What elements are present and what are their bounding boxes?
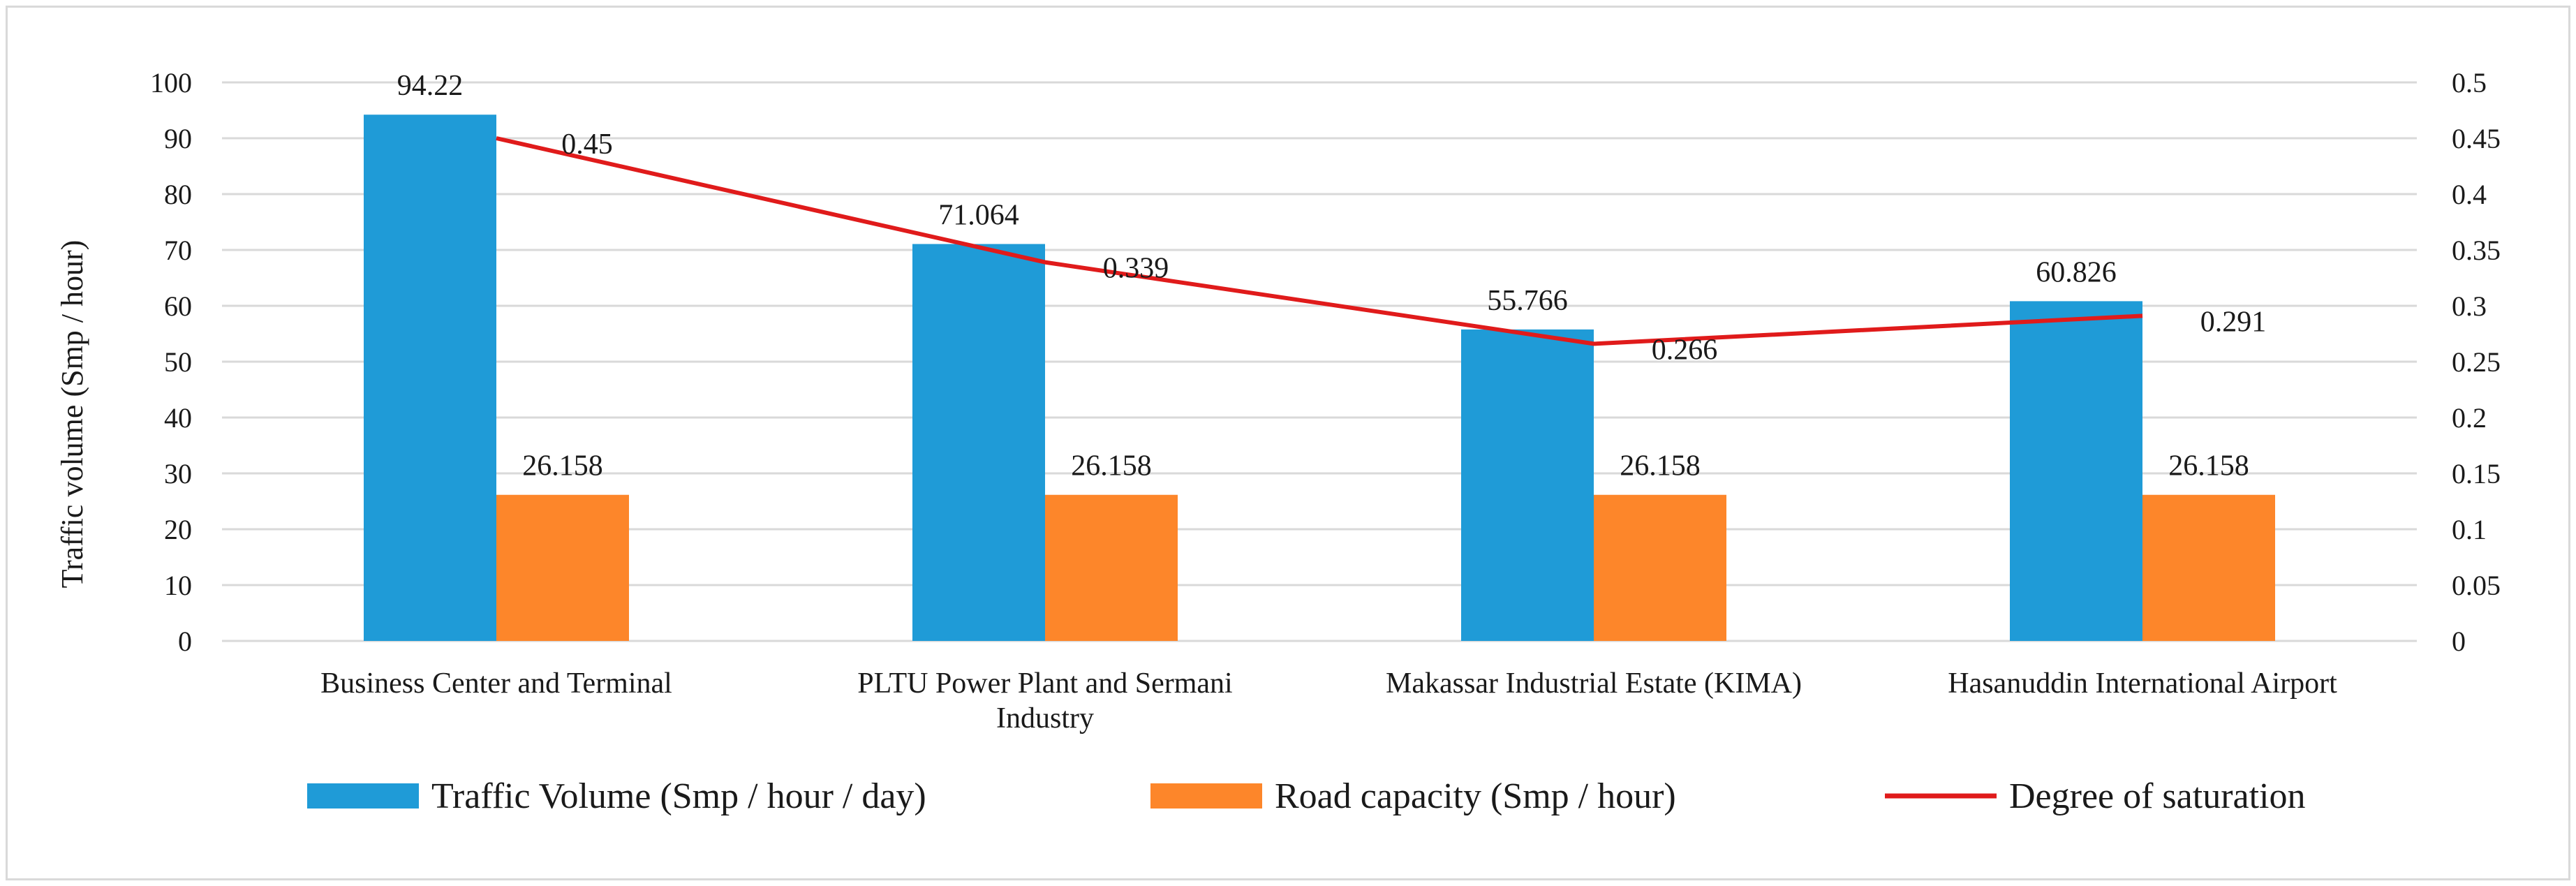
left-tick-label: 80 xyxy=(164,179,192,210)
line-data-label: 0.45 xyxy=(561,128,613,161)
left-axis: 0 10 20 30 40 50 60 70 80 90 100 xyxy=(150,67,192,657)
bar xyxy=(912,244,1045,641)
y-axis-title: Traffic volume (Smp / hour) xyxy=(55,240,89,589)
left-tick-label: 60 xyxy=(164,290,192,322)
left-tick-label: 70 xyxy=(164,235,192,266)
category-label-line: Hasanuddin International Airport xyxy=(1948,667,2337,700)
left-tick-label: 90 xyxy=(164,123,192,154)
category-label: Business Center and Terminal xyxy=(320,667,672,700)
bar xyxy=(1461,329,1594,641)
bar xyxy=(1594,494,1726,641)
legend-label: Traffic Volume (Smp / hour / day) xyxy=(431,776,926,816)
bar xyxy=(496,494,629,641)
right-tick-label: 0.25 xyxy=(2452,346,2501,378)
left-tick-label: 50 xyxy=(164,346,192,378)
bar-data-label: 26.158 xyxy=(1071,450,1152,482)
category-label-line: Industry xyxy=(996,702,1094,734)
right-tick-label: 0.2 xyxy=(2452,402,2487,434)
legend-label: Road capacity (Smp / hour) xyxy=(1275,776,1676,816)
left-tick-label: 0 xyxy=(178,626,192,657)
line-data-label: 0.266 xyxy=(1652,334,1718,366)
right-tick-label: 0.15 xyxy=(2452,458,2501,489)
category-label: PLTU Power Plant and Sermani Industry xyxy=(857,667,1232,734)
line-data-label: 0.339 xyxy=(1103,253,1169,285)
right-tick-label: 0.1 xyxy=(2452,514,2487,545)
legend-label: Degree of saturation xyxy=(2009,776,2305,816)
category-label: Makassar Industrial Estate (KIMA) xyxy=(1386,667,1802,700)
right-tick-label: 0.35 xyxy=(2452,235,2501,266)
bar xyxy=(2142,494,2275,641)
bar-data-label: 60.826 xyxy=(2036,256,2117,288)
right-tick-label: 0.05 xyxy=(2452,570,2501,601)
line-series xyxy=(496,136,2143,346)
bar-data-label: 26.158 xyxy=(1620,450,1701,482)
right-tick-label: 0.3 xyxy=(2452,290,2487,322)
right-tick-label: 0.45 xyxy=(2452,123,2501,154)
bar-series xyxy=(364,115,2275,642)
category-label-line: PLTU Power Plant and Sermani xyxy=(857,667,1232,700)
bar xyxy=(1045,494,1178,641)
legend: Traffic Volume (Smp / hour / day) Road ca… xyxy=(307,776,2305,816)
bar-data-label: 55.766 xyxy=(1487,285,1568,317)
legend-swatch xyxy=(307,783,419,809)
bar-data-label: 26.158 xyxy=(2168,450,2249,482)
left-tick-label: 30 xyxy=(164,458,192,489)
bar-data-label: 71.064 xyxy=(938,199,1019,231)
right-axis: 0 0.05 0.1 0.15 0.2 0.25 0.3 0.35 0.4 0.45 0.5 xyxy=(2452,67,2501,657)
left-tick-label: 10 xyxy=(164,570,192,601)
bar xyxy=(2010,301,2142,641)
bar-data-label: 26.158 xyxy=(522,450,603,482)
category-label-line: Business Center and Terminal xyxy=(320,667,672,700)
category-label: Hasanuddin International Airport xyxy=(1948,667,2337,700)
category-labels: Business Center and Terminal PLTU Power P… xyxy=(320,667,2337,734)
legend-swatch xyxy=(1150,783,1262,809)
left-tick-label: 40 xyxy=(164,402,192,434)
left-tick-label: 20 xyxy=(164,514,192,545)
data-labels: 94.22 26.158 71.064 26.158 55.766 26.158 60.82… xyxy=(397,70,2267,482)
left-tick-label: 100 xyxy=(150,67,192,98)
bar-data-label: 94.22 xyxy=(397,70,464,102)
right-tick-label: 0 xyxy=(2452,626,2466,657)
bar xyxy=(364,115,496,642)
saturation-line xyxy=(496,136,2143,346)
right-tick-label: 0.5 xyxy=(2452,67,2487,98)
right-tick-label: 0.4 xyxy=(2452,179,2487,210)
line-data-label: 0.291 xyxy=(2200,306,2267,338)
category-label-line: Makassar Industrial Estate (KIMA) xyxy=(1386,667,1802,700)
